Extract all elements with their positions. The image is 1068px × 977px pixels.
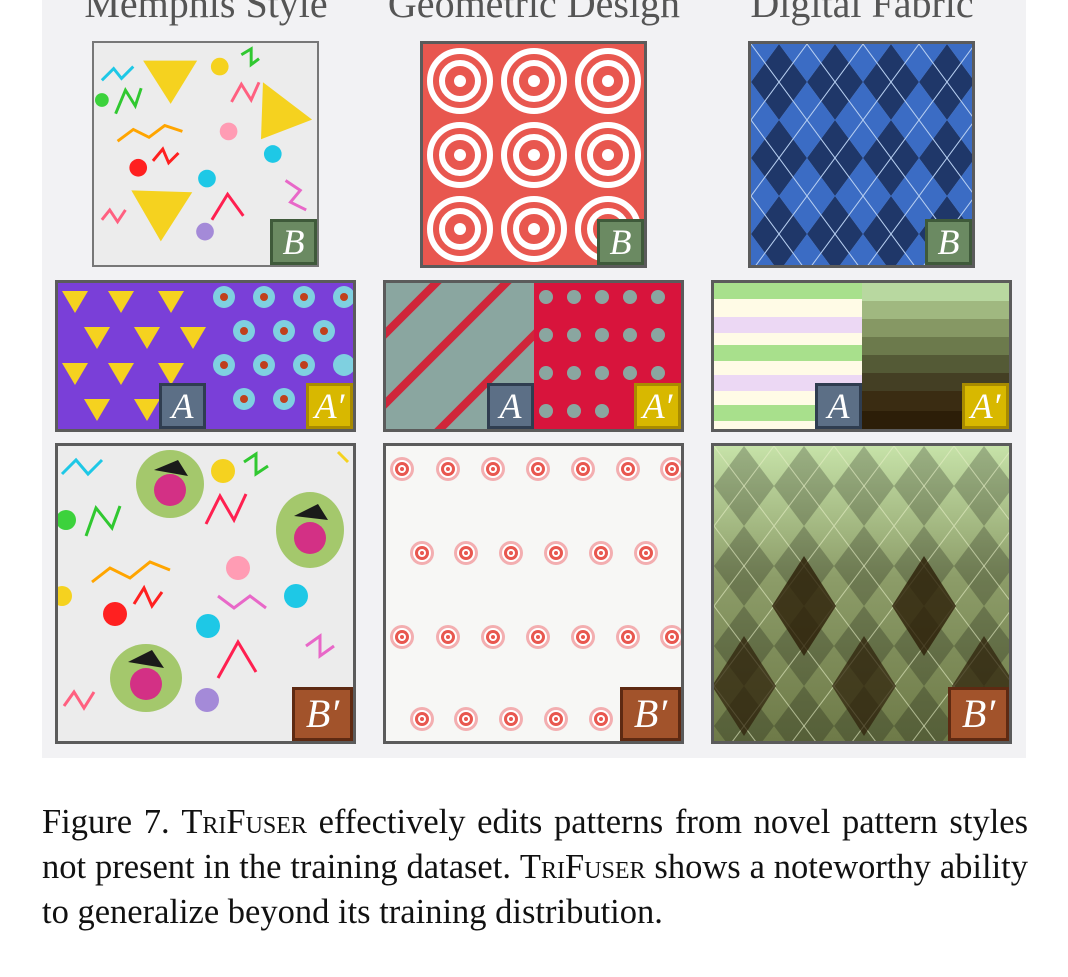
fabric-a-prime-image: A′ <box>862 283 1009 429</box>
figure-caption: Figure 7. TriFuser effectively edits pat… <box>42 800 1028 935</box>
memphis-a-pair: A A′ <box>55 280 356 432</box>
geometric-b-prime-image: B′ <box>383 443 684 744</box>
badge-b-prime: B′ <box>948 687 1009 741</box>
badge-a-prime: A′ <box>962 383 1009 429</box>
column-title-geometric: Geometric Design <box>387 0 681 26</box>
column-title-memphis: Memphis Style <box>84 0 328 26</box>
geometric-a-image: A <box>386 283 534 429</box>
badge-b-prime: B′ <box>292 687 353 741</box>
fabric-a-pair: A A′ <box>711 280 1012 432</box>
badge-a-prime: A′ <box>306 383 353 429</box>
triangle-pattern-art <box>58 283 206 429</box>
badge-b-prime: B′ <box>620 687 681 741</box>
memphis-b-prime-image: B′ <box>55 443 356 744</box>
badge-a: A <box>487 383 534 429</box>
badge-b: B <box>270 219 317 265</box>
geometric-b-image: B <box>420 41 647 268</box>
memphis-edited-art <box>58 446 353 741</box>
caption-text-2: shows a noteworthy ability to generalize… <box>42 848 1028 931</box>
badge-b: B <box>925 219 972 265</box>
badge-a: A <box>815 383 862 429</box>
method-name: TriFuser <box>519 848 646 886</box>
badge-a: A <box>159 383 206 429</box>
geometric-a-prime-image: A′ <box>534 283 681 429</box>
caption-text-1: effectively edits patterns from novel pa… <box>42 803 1029 886</box>
badge-b: B <box>597 219 644 265</box>
column-title-fabric: Digital Fabric <box>750 0 974 26</box>
figure-label: Figure 7. <box>42 803 170 841</box>
fabric-b-image: B <box>748 41 975 268</box>
memphis-b-image: B <box>92 41 319 267</box>
memphis-a-image: A <box>58 283 206 429</box>
fabric-b-prime-image: B′ <box>711 443 1012 744</box>
geometric-a-pair: A A′ <box>383 280 684 432</box>
method-name: TriFuser <box>181 803 307 841</box>
fabric-a-image: A <box>714 283 862 429</box>
badge-a-prime: A′ <box>634 383 681 429</box>
memphis-a-prime-image: A′ <box>206 283 353 429</box>
